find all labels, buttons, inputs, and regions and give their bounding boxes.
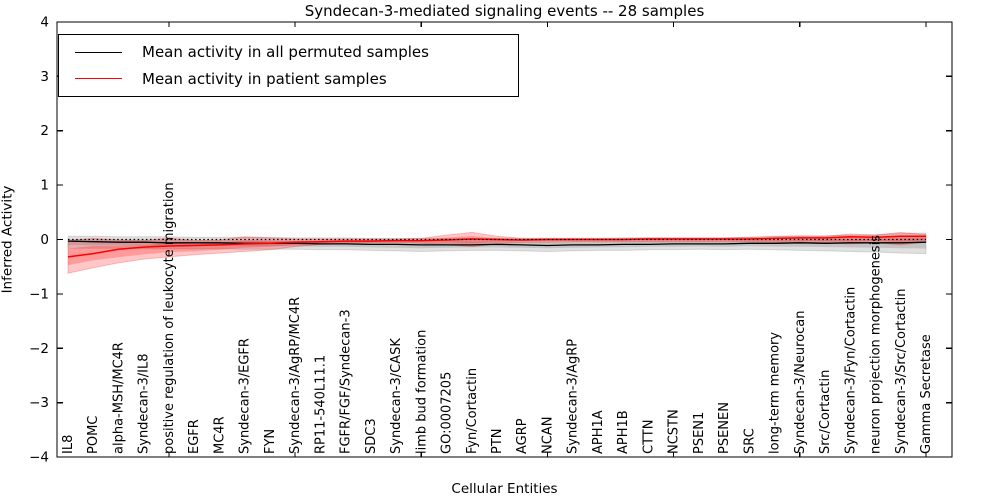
category-label: APH1A [591, 410, 606, 454]
category-label: SDC3 [364, 418, 379, 454]
y-tick-label: 0 [40, 232, 49, 248]
permuted-sample-range-band [67, 232, 927, 255]
y-tick-label: 1 [40, 178, 49, 194]
category-label: IL8 [61, 435, 76, 454]
category-label: long-term memory [768, 332, 783, 454]
category-label: AGRP [515, 418, 530, 454]
category-label: NCAN [541, 417, 556, 454]
category-label: SRC [742, 428, 757, 454]
legend-line-red [75, 78, 122, 80]
y-tick-label: 3 [40, 69, 49, 85]
y-tick-label: −1 [29, 286, 49, 302]
category-label: neuron projection morphogenesis [869, 235, 884, 454]
category-label: FYN [263, 429, 278, 454]
y-tick-label: 2 [40, 123, 49, 139]
category-label: MC4R [212, 416, 227, 454]
y-axis-label: Inferred Activity [0, 185, 16, 294]
y-tick-label: −2 [29, 341, 49, 357]
category-label: APH1B [616, 410, 631, 454]
category-label: Src/Cortactin [818, 370, 833, 454]
y-tick-label: −4 [29, 450, 49, 466]
category-label: Syndecan-3/Fyn/Cortactin [843, 287, 858, 454]
category-label: GO:0007205 [440, 372, 455, 454]
category-label: limb bud formation [414, 330, 429, 454]
legend-item-permuted: Mean activity in all permuted samples [59, 43, 518, 61]
category-label: Syndecan-3/Src/Cortactin [894, 288, 909, 454]
category-label: FGFR/FGF/Syndecan-3 [339, 309, 354, 454]
x-axis-label: Cellular Entities [451, 481, 558, 497]
patient-mean-line [67, 235, 926, 258]
category-label: Syndecan-3/EGFR [238, 338, 253, 454]
category-label: RP11-540L11.1 [313, 355, 328, 454]
category-label: NCSTN [667, 409, 682, 454]
legend-label: Mean activity in patient samples [142, 69, 387, 88]
category-label: Syndecan-3/AgRP [566, 339, 581, 454]
permuted-mean-line [67, 240, 927, 247]
legend-item-patient: Mean activity in patient samples [59, 70, 518, 88]
category-label: alpha-MSH/MC4R [112, 342, 127, 454]
category-label: PSEN1 [692, 412, 707, 454]
category-label: Syndecan-3/Neurocan [793, 311, 808, 454]
category-label: POMC [86, 416, 101, 454]
chart-title: Syndecan-3-mediated signaling events -- … [304, 2, 705, 20]
y-tick-label: −3 [29, 395, 49, 411]
category-label: Fyn/Cortactin [465, 368, 480, 454]
permuted-sample-range-band-core [68, 238, 926, 249]
category-label: EGFR [187, 419, 202, 454]
category-label: positive regulation of leukocyte migrati… [162, 182, 177, 454]
legend-label: Mean activity in all permuted samples [142, 43, 429, 62]
category-label: Syndecan-3/CASK [389, 338, 404, 454]
category-label: Syndecan-3/IL8 [137, 354, 152, 454]
category-label: Gamma Secretase [919, 334, 934, 454]
legend-line-black [75, 51, 122, 53]
category-label: CTTN [641, 420, 656, 454]
category-label: Syndecan-3/AgRP/MC4R [288, 297, 303, 454]
category-label: PSENEN [717, 402, 732, 454]
category-label: PTN [490, 428, 505, 454]
legend: Mean activity in all permuted samples Me… [58, 34, 519, 97]
y-tick-label: 4 [40, 14, 49, 30]
